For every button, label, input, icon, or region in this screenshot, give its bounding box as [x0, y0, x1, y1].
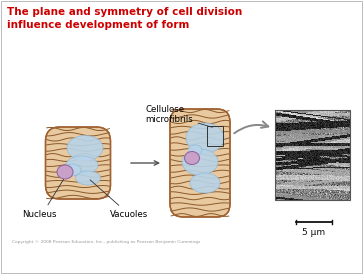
Text: The plane and symmetry of cell division
influence development of form: The plane and symmetry of cell division …	[7, 7, 242, 30]
Text: Nucleus: Nucleus	[22, 179, 64, 219]
FancyBboxPatch shape	[45, 127, 110, 199]
Ellipse shape	[66, 156, 98, 174]
Ellipse shape	[76, 171, 101, 185]
Bar	[207, 126, 223, 146]
Ellipse shape	[188, 145, 202, 155]
Text: 5 μm: 5 μm	[302, 228, 326, 237]
Ellipse shape	[57, 165, 73, 179]
Ellipse shape	[67, 136, 103, 161]
Text: Copyright © 2008 Pearson Education, Inc., publishing as Pearson Benjamin Cumming: Copyright © 2008 Pearson Education, Inc.…	[12, 240, 200, 244]
Ellipse shape	[63, 164, 81, 176]
Text: Vacuoles: Vacuoles	[90, 180, 148, 219]
Ellipse shape	[186, 123, 224, 153]
Ellipse shape	[184, 152, 200, 164]
Ellipse shape	[190, 173, 220, 193]
Ellipse shape	[182, 149, 218, 175]
FancyArrowPatch shape	[234, 121, 268, 133]
Text: Cellulose
microfibrils: Cellulose microfibrils	[145, 105, 212, 127]
Bar	[275, 110, 350, 200]
FancyBboxPatch shape	[170, 109, 230, 217]
